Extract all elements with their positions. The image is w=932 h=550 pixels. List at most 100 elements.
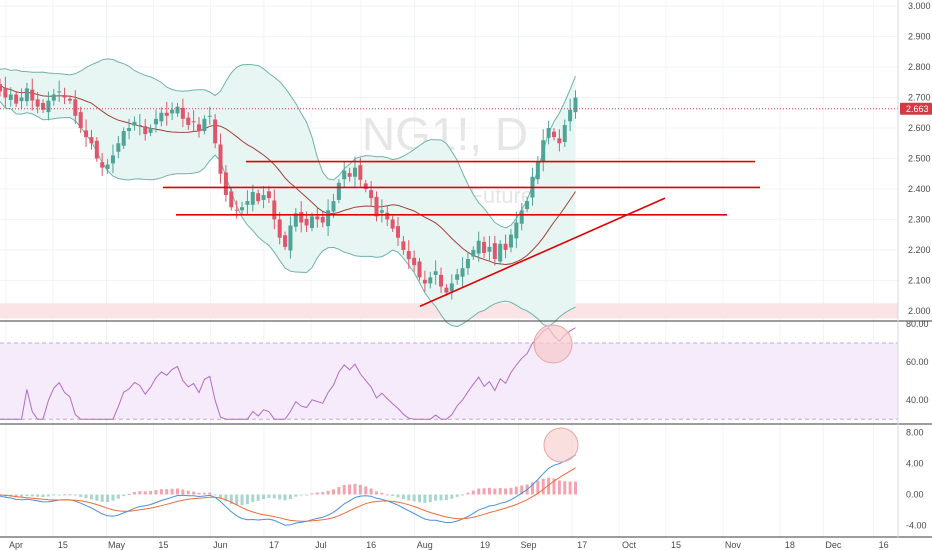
candle [197,117,202,138]
candle [180,98,185,128]
candle [487,235,492,262]
candle-body [137,124,142,126]
candle [46,91,51,121]
macd-histogram-bar [165,489,169,495]
candle [439,267,444,294]
candle [170,102,175,120]
candle [143,118,148,141]
candle [62,87,67,105]
macd-histogram-bar [493,488,497,495]
candle [137,113,142,136]
candle-body [73,99,78,116]
macd-histogram-bar [79,494,83,497]
candle [374,191,379,222]
macd-line [0,454,576,526]
candle-body [396,226,401,238]
macd-histogram-bar [213,494,217,496]
time-axis-bg [0,538,932,550]
candle-body [223,172,228,196]
macd-tick-label: 4.00 [906,459,924,469]
macd-signal-line [0,467,576,522]
macd-histogram-bar [541,478,545,495]
macd-histogram-bar [20,494,24,498]
candle [551,128,556,141]
macd-histogram-bar [536,480,540,495]
macd-histogram-bar [68,494,72,496]
rsi-tick-label: 80.00 [906,319,929,329]
last-price-badge [900,102,932,115]
candle-body [148,128,153,133]
candle-body [299,212,304,223]
trend-drawings[interactable] [163,160,760,308]
candle [207,106,212,125]
candle-body [492,243,497,260]
candle-body [508,234,513,248]
candle [422,270,427,292]
macd-histogram-bar [482,488,486,495]
rsi-highlight-circle[interactable] [533,324,573,364]
candle [309,212,314,232]
candle [331,193,336,219]
time-tick-label: Jun [213,540,228,550]
candle-body [293,213,298,227]
candle-body [342,170,347,180]
candle-body [449,283,454,292]
price-axis[interactable]: 3.000 2.900 2.800 2.700 2.600 2.500 2.400 2.300… [900,1,932,530]
candle-body [35,99,40,107]
candle [299,201,304,233]
candle-body [110,155,115,164]
candle-body [309,216,314,228]
candle [78,106,83,133]
candle-body [283,235,288,247]
macd-histogram-bar [574,481,577,495]
macd-histogram-bar [245,494,249,505]
macd-histogram-bar [568,481,572,495]
price-tick-label: 2.400 [908,184,931,194]
candle-body [487,246,492,252]
candle [8,87,13,107]
trend-line[interactable] [419,197,666,308]
candle [229,187,234,211]
candle-body [245,201,250,205]
macd-histogram-bar [552,478,556,495]
candle-body [84,130,89,138]
candle-body [153,118,158,125]
macd-histogram-bar [520,485,524,495]
candle [433,260,438,285]
candle [293,207,298,232]
macd-histogram-bar [412,494,416,502]
candle-body [0,84,3,92]
candle-body [170,109,175,114]
candle [519,202,524,231]
macd-histogram-bar [466,492,470,495]
macd-histogram-bar [73,494,77,496]
candle [19,88,24,110]
candle-body [213,119,218,144]
candle-body [207,115,212,117]
macd-histogram-bar [138,491,142,495]
candle-body [240,207,245,211]
macd-highlight-circle[interactable] [543,427,579,463]
candle-body [234,209,239,211]
candle [223,165,228,202]
macd-histogram-bar [299,494,303,496]
candle [541,129,546,172]
candle-body [460,268,465,277]
macd-histogram-bar [418,494,422,503]
macd-histogram-bar [353,483,357,495]
macd-histogram-bar [202,492,206,495]
candle-body [374,196,379,217]
candle-body [498,243,503,262]
macd-histogram-bar [557,480,561,495]
candle [240,201,245,216]
macd-histogram-bar [36,494,40,497]
macd-histogram-bar [315,492,319,495]
macd-histogram-bar [509,487,513,495]
macd-histogram-bar [14,494,18,498]
time-axis[interactable]: Apr 15 May 15 Jun 17 Jul 16 Aug 19 Sep 17 Oct 15 Nov 18… [0,538,932,550]
macd-histogram-bar [272,494,276,499]
candle-body [444,287,449,293]
rsi-line [0,327,576,420]
macd-histogram-bar [154,490,158,495]
